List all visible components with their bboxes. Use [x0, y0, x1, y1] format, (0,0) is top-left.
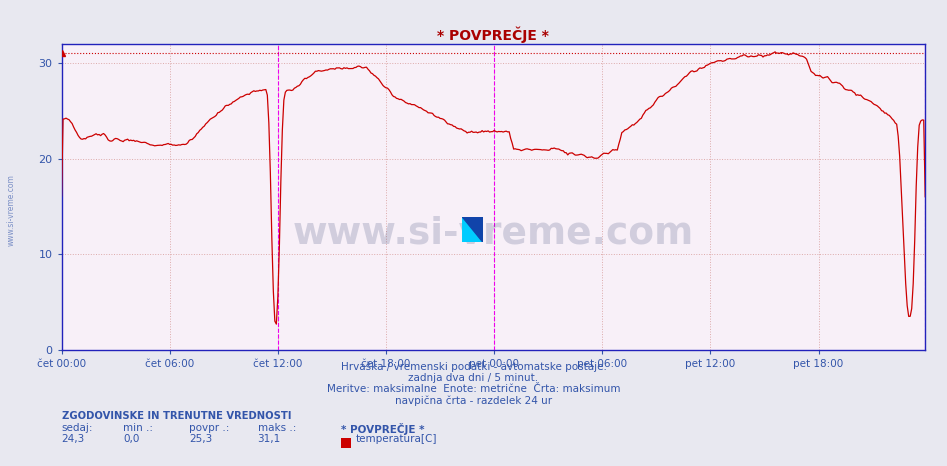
Text: temperatura[C]: temperatura[C] [356, 434, 438, 444]
Text: 31,1: 31,1 [258, 434, 281, 444]
Text: navpična črta - razdelek 24 ur: navpična črta - razdelek 24 ur [395, 395, 552, 406]
Text: www.si-vreme.com: www.si-vreme.com [293, 215, 694, 252]
Text: Meritve: maksimalne  Enote: metrične  Črta: maksimum: Meritve: maksimalne Enote: metrične Črta… [327, 384, 620, 394]
Text: www.si-vreme.com: www.si-vreme.com [7, 174, 16, 246]
Polygon shape [462, 217, 483, 242]
Text: 25,3: 25,3 [189, 434, 213, 444]
Text: povpr .:: povpr .: [189, 423, 230, 433]
Text: Hrvaška / vremenski podatki - avtomatske postaje.: Hrvaška / vremenski podatki - avtomatske… [341, 361, 606, 372]
Text: sedaj:: sedaj: [62, 423, 93, 433]
Polygon shape [462, 217, 483, 242]
Text: maks .:: maks .: [258, 423, 296, 433]
Text: 24,3: 24,3 [62, 434, 85, 444]
Text: * POVPREČJE *: * POVPREČJE * [341, 423, 424, 435]
Text: min .:: min .: [123, 423, 153, 433]
Title: * POVPREČJE *: * POVPREČJE * [438, 27, 549, 43]
Polygon shape [462, 217, 483, 242]
Text: zadnja dva dni / 5 minut.: zadnja dva dni / 5 minut. [408, 373, 539, 383]
Text: ZGODOVINSKE IN TRENUTNE VREDNOSTI: ZGODOVINSKE IN TRENUTNE VREDNOSTI [62, 411, 291, 421]
Text: 0,0: 0,0 [123, 434, 139, 444]
